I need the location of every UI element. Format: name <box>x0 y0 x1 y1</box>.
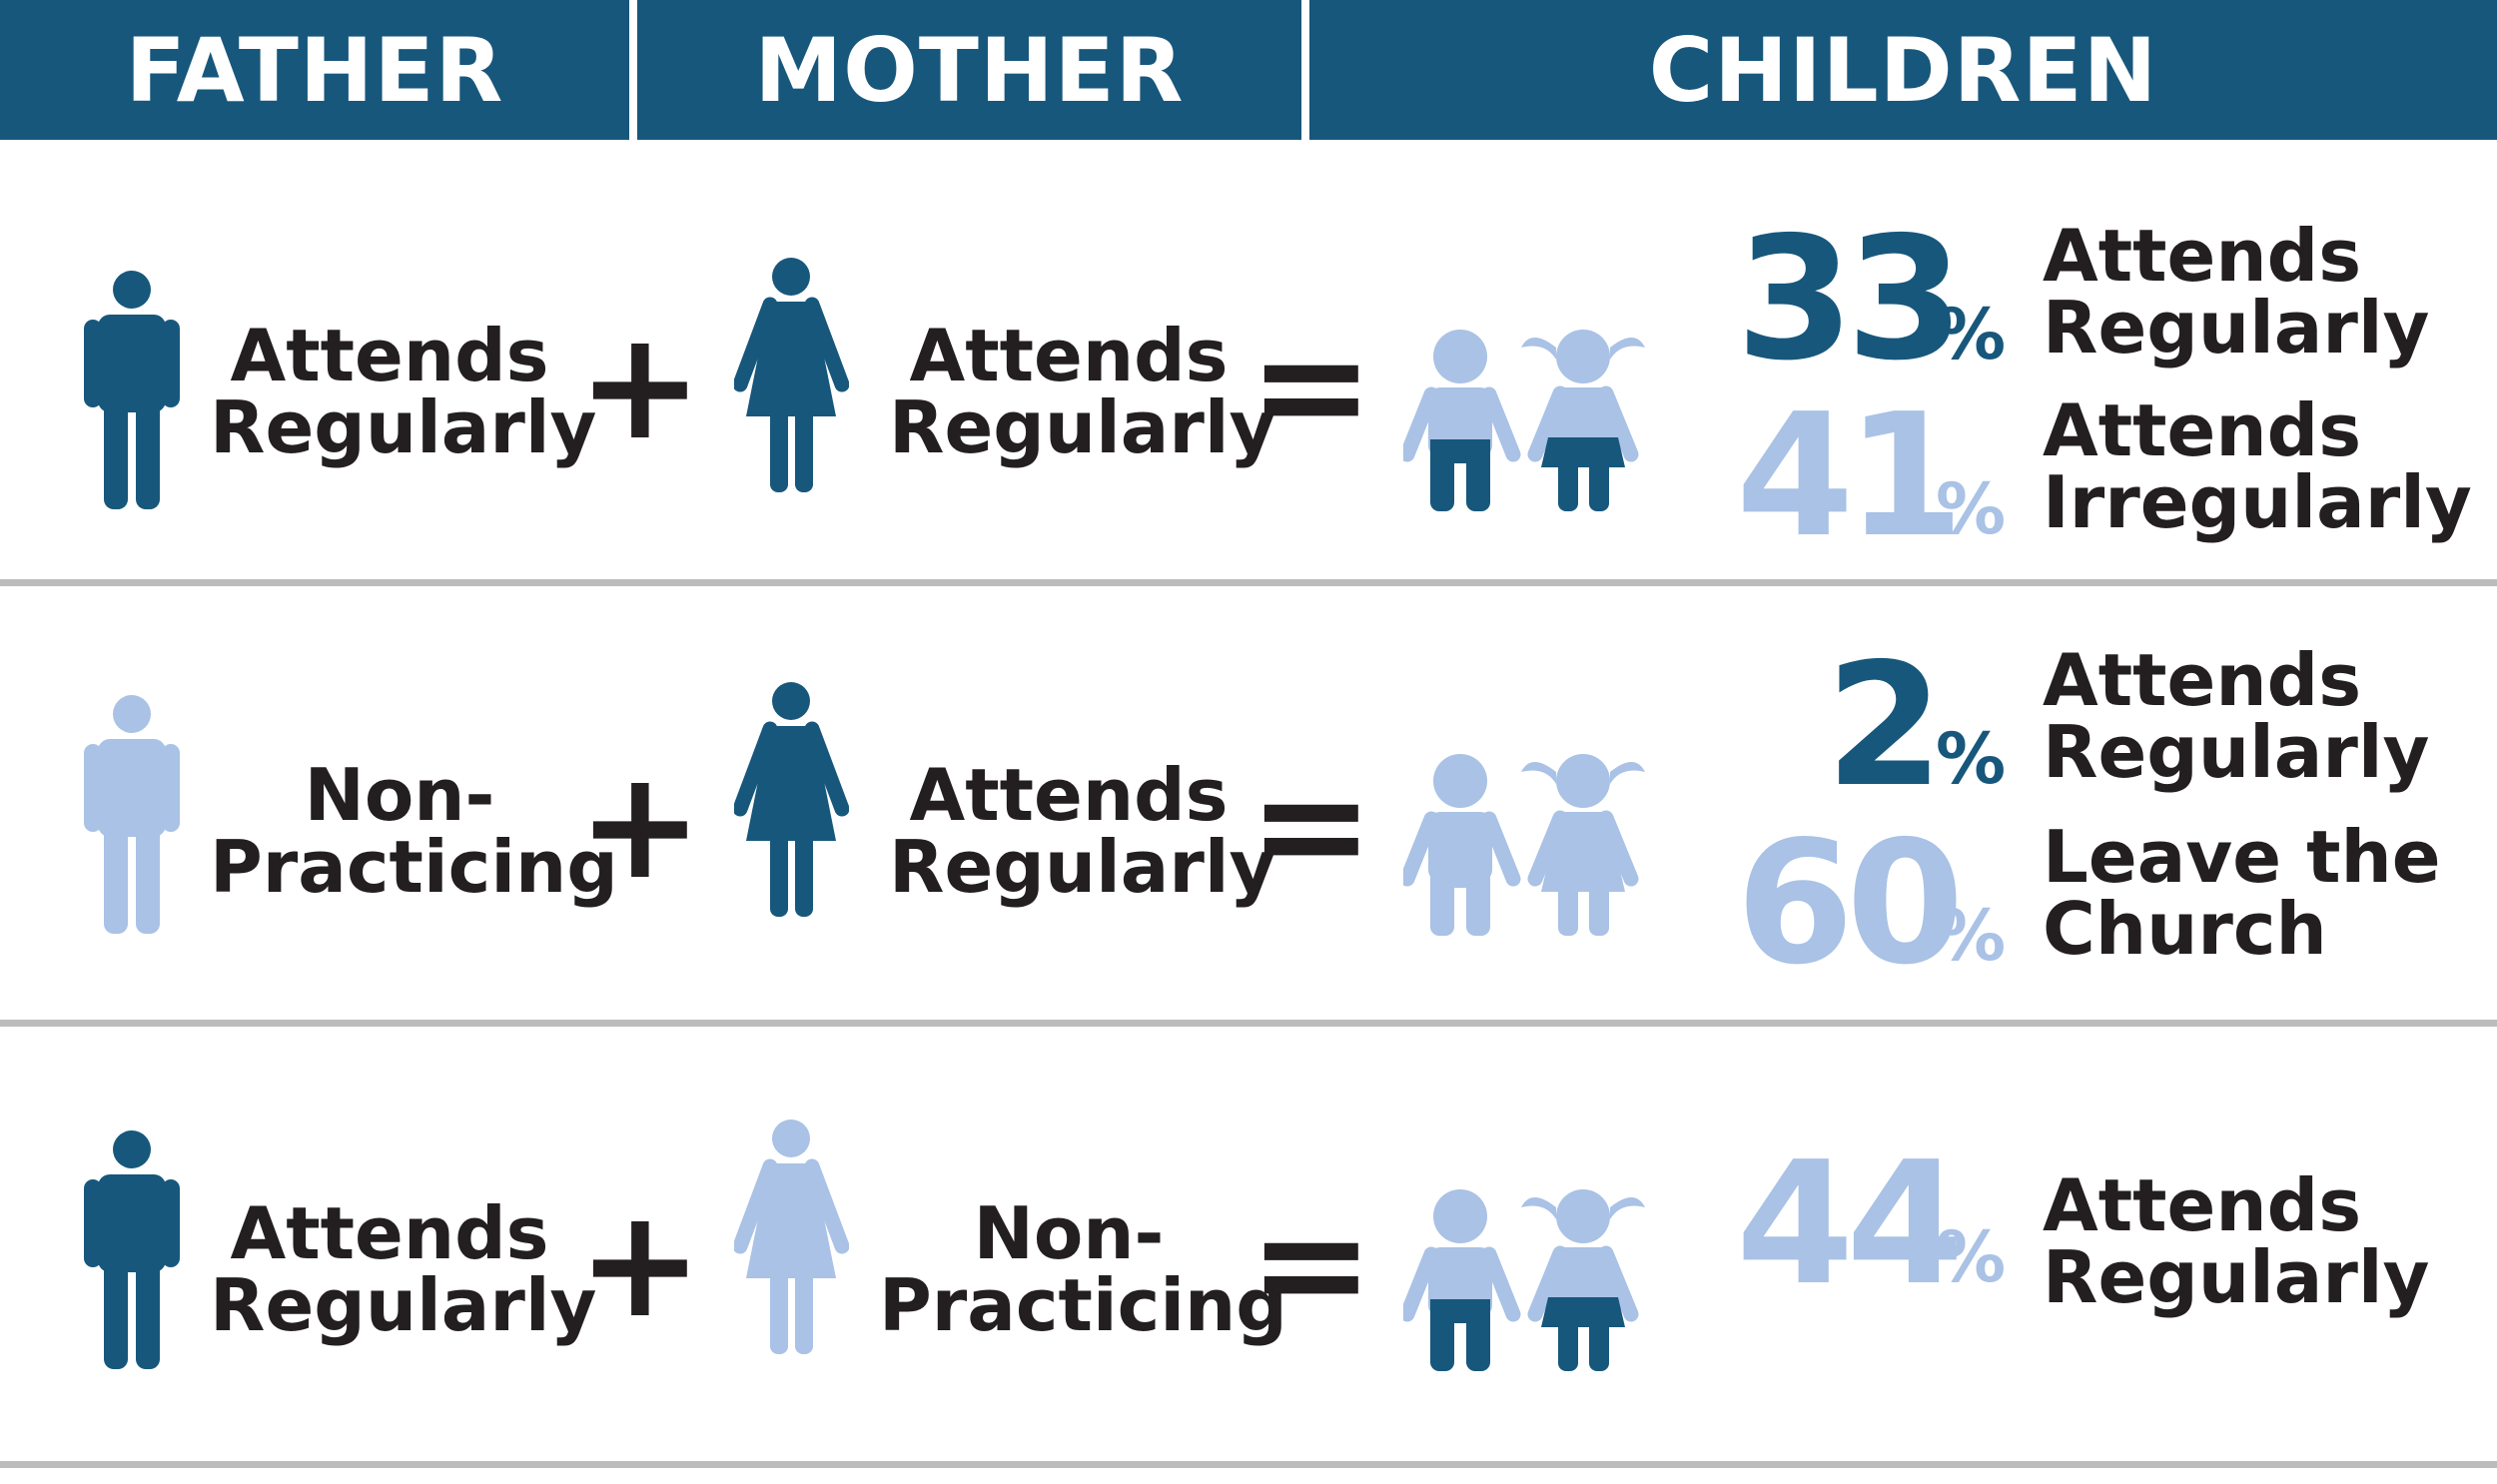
equals-sign: = <box>1248 300 1374 473</box>
header-mother: MOTHER <box>637 0 1301 140</box>
mother-icon <box>734 1119 849 1354</box>
father-status: Attends Regularly <box>210 314 597 469</box>
result-label: Attends Regularly <box>2043 638 2430 794</box>
mother-status: Non- Practicing <box>879 1191 1287 1347</box>
children-icon <box>1403 754 1645 936</box>
father-icon <box>84 1130 180 1369</box>
plus-sign: + <box>577 739 703 913</box>
result-percent: 33 <box>1736 201 1965 398</box>
plus-sign: + <box>577 1177 703 1351</box>
father-status: Non- Practicing <box>210 753 618 909</box>
mother-icon <box>734 682 849 917</box>
header-father: FATHER <box>0 0 629 140</box>
children-icon <box>1403 330 1645 511</box>
row-both-attend: Attends Regularly + Attends Regularly = 33… <box>0 140 2497 579</box>
result-label: Attends Regularly <box>2043 1163 2430 1319</box>
percent-sign: % <box>1936 718 2007 800</box>
row-divider <box>0 1020 2497 1027</box>
header-children-label: CHILDREN <box>1648 18 2158 122</box>
row-divider <box>0 1461 2497 1468</box>
result-label: Attends Irregularly <box>2043 388 2472 544</box>
equals-sign: = <box>1248 739 1374 913</box>
header-father-label: FATHER <box>125 18 504 122</box>
mother-status: Attends Regularly <box>889 314 1276 469</box>
percent-sign: % <box>1936 294 2007 375</box>
result-percent: 2 <box>1825 627 1944 825</box>
header-children: CHILDREN <box>1309 0 2497 140</box>
result-label: Attends Regularly <box>2043 214 2430 370</box>
children-icon <box>1403 1189 1645 1371</box>
mother-icon <box>734 258 849 492</box>
result-label: Leave the Church <box>2043 815 2441 971</box>
percent-sign: % <box>1936 1216 2007 1298</box>
father-icon <box>84 271 180 509</box>
plus-sign: + <box>577 300 703 473</box>
header-mother-label: MOTHER <box>754 18 1185 122</box>
mother-status: Attends Regularly <box>889 753 1276 909</box>
father-icon <box>84 695 180 934</box>
father-status: Attends Regularly <box>210 1191 597 1347</box>
percent-sign: % <box>1936 895 2007 977</box>
row-father-only: Attends Regularly + Non- Practicing = 44 %… <box>0 1020 2497 1459</box>
percent-sign: % <box>1936 468 2007 550</box>
row-mother-only: Non- Practicing + Attends Regularly = 2 % … <box>0 579 2497 1019</box>
result-percent: 41 <box>1736 377 1965 575</box>
result-percent: 44 <box>1736 1125 1965 1323</box>
row-divider <box>0 579 2497 586</box>
equals-sign: = <box>1248 1177 1374 1351</box>
result-percent: 60 <box>1736 805 1965 1003</box>
